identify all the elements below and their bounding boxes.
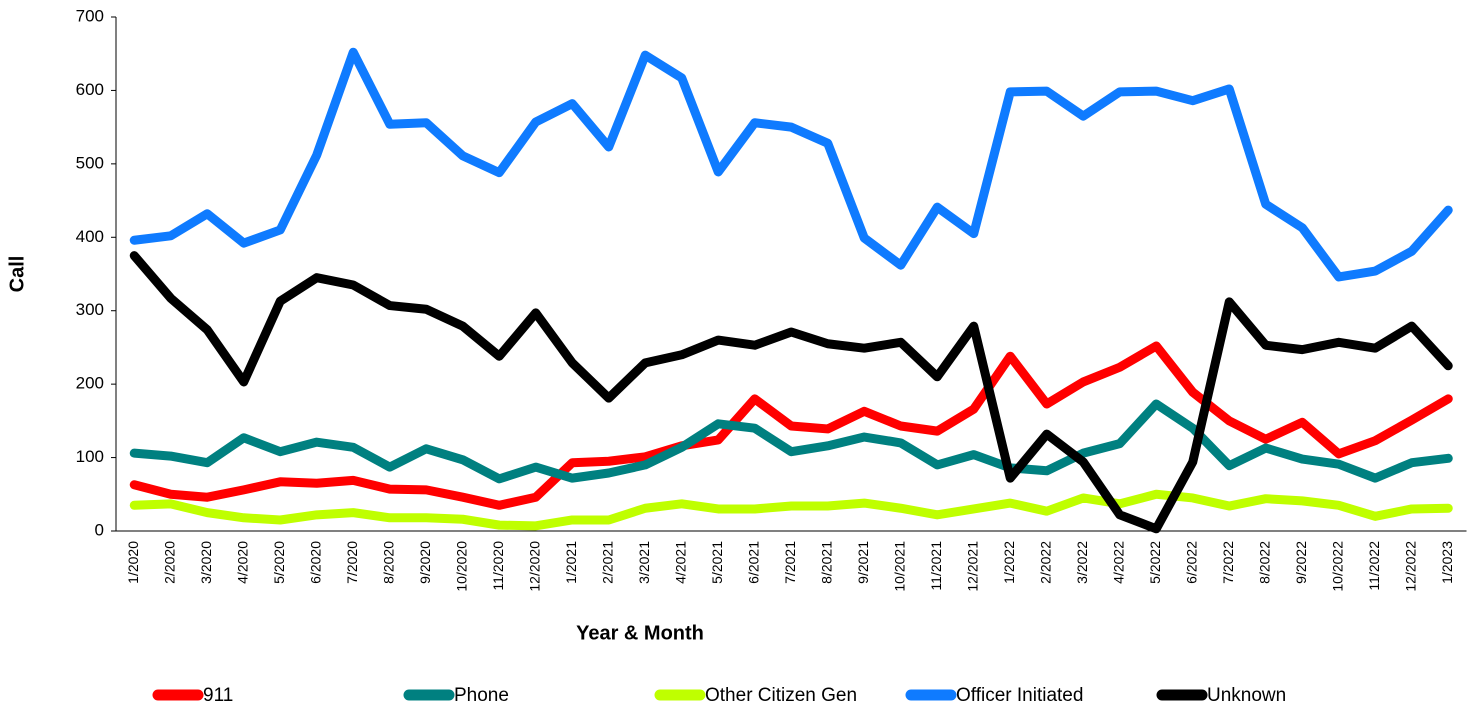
y-tick-label: 500 (76, 153, 104, 172)
x-tick-label: 7/2020 (344, 541, 360, 584)
x-tick-label: 12/2020 (526, 541, 542, 592)
series-line (129, 341, 1453, 510)
x-tick-label: 10/2020 (453, 541, 469, 592)
legend-label: 911 (203, 685, 233, 706)
x-tick-label: 11/2022 (1366, 541, 1382, 591)
x-tick-label: 3/2021 (636, 541, 652, 584)
x-tick-label: 6/2022 (1183, 541, 1199, 584)
x-tick-label: 3/2022 (1074, 541, 1090, 584)
x-tick-label: 12/2022 (1402, 541, 1418, 592)
legend-label: Unknown (1207, 685, 1286, 706)
x-tick-label: 6/2021 (745, 541, 761, 584)
legend-label: Other Citizen Gen (705, 685, 857, 706)
x-tick-label: 1/2021 (563, 541, 579, 584)
y-tick-label: 700 (76, 6, 104, 25)
x-tick-label: 2/2022 (1037, 541, 1053, 584)
x-axis-title: Year & Month (576, 622, 704, 644)
x-tick-label: 3/2020 (198, 541, 214, 584)
x-tick-label: 1/2022 (1001, 541, 1017, 584)
x-tick-label: 5/2020 (271, 541, 287, 584)
x-tick-label: 8/2021 (818, 541, 834, 584)
x-tick-label: 9/2021 (855, 541, 871, 584)
x-tick-label: 10/2021 (891, 541, 907, 592)
x-tick-label: 2/2020 (161, 541, 177, 584)
series-line (129, 399, 1453, 484)
x-tick-label: 11/2021 (928, 541, 944, 591)
x-tick-label: 7/2021 (782, 541, 798, 584)
series-line (129, 489, 1453, 531)
x-tick-label: 1/2023 (1439, 541, 1455, 584)
x-tick-label: 4/2021 (672, 541, 688, 584)
y-tick-label: 400 (76, 227, 104, 246)
y-tick-label: 100 (76, 447, 104, 466)
y-tick-label: 200 (76, 374, 104, 393)
legend-label: Phone (454, 685, 509, 706)
x-tick-label: 1/2020 (125, 541, 141, 584)
series-line (129, 251, 1453, 534)
x-tick-label: 9/2020 (417, 541, 433, 584)
y-tick-label: 300 (76, 300, 104, 319)
x-tick-label: 2/2021 (599, 541, 615, 584)
y-tick-label: 0 (95, 520, 104, 539)
y-tick-label: 600 (76, 80, 104, 99)
series-line (129, 47, 1453, 282)
x-tick-label: 4/2020 (234, 541, 250, 584)
x-tick-label: 4/2022 (1110, 541, 1126, 584)
legend-label: Officer Initiated (956, 685, 1083, 706)
x-tick-label: 8/2020 (380, 541, 396, 584)
x-tick-label: 12/2021 (964, 541, 980, 592)
x-tick-label: 6/2020 (307, 541, 323, 584)
x-tick-label: 5/2022 (1147, 541, 1163, 584)
x-tick-label: 9/2022 (1293, 541, 1309, 584)
x-tick-label: 5/2021 (709, 541, 725, 584)
x-tick-label: 11/2020 (490, 541, 506, 591)
x-tick-label: 10/2022 (1329, 541, 1345, 592)
x-tick-label: 7/2022 (1220, 541, 1236, 584)
y-axis-title: Call (6, 256, 28, 293)
x-tick-label: 8/2022 (1256, 541, 1272, 584)
